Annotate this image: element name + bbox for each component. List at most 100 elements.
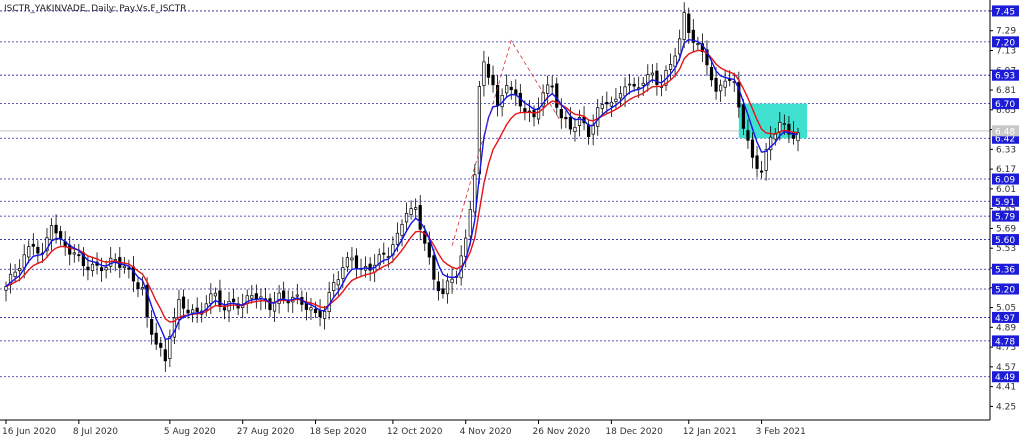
candle (414, 198, 418, 220)
candle-body (450, 278, 454, 284)
candle-body (614, 98, 618, 102)
y-tick-label: 6.81 (996, 86, 1016, 96)
candle (600, 95, 604, 114)
candle-body (623, 86, 627, 97)
candle-body (181, 296, 186, 309)
level-tag: 6.70 (992, 98, 1019, 110)
candle-body (555, 83, 559, 108)
x-tick-label: 12 Oct 2020 (387, 427, 443, 437)
moving-averages (5, 38, 799, 341)
candle-body (272, 302, 277, 312)
ema-slow-line (5, 49, 798, 323)
candle (787, 116, 791, 144)
candle-body (282, 290, 286, 299)
candle-body (159, 342, 163, 348)
level-tag: 5.60 (992, 234, 1019, 246)
level-tag: 6.42 (992, 132, 1019, 145)
level-tag: 5.91 (992, 195, 1019, 208)
candle-body (368, 263, 372, 271)
candle-body (468, 209, 472, 237)
candle-body (345, 257, 349, 268)
candle-body (404, 213, 409, 223)
candle-body (568, 116, 573, 130)
candle (509, 81, 513, 100)
candle-body (719, 84, 723, 92)
candle-body (632, 83, 636, 87)
x-tick-label: 5 Aug 2020 (164, 427, 216, 437)
y-tick-label: 4.25 (996, 402, 1016, 412)
y-tick-label: 5.69 (996, 224, 1016, 234)
candle (213, 287, 217, 307)
candle-body (564, 117, 568, 120)
candle-body (491, 74, 495, 86)
candle-body (650, 72, 654, 76)
candle-body (473, 174, 477, 213)
candle (354, 248, 359, 279)
candle (404, 202, 409, 232)
level-tag-label: 6.09 (995, 176, 1015, 186)
candle-body (427, 242, 431, 258)
candle (627, 74, 632, 95)
x-tick-label: 8 Jul 2020 (73, 427, 118, 437)
candle (72, 244, 76, 263)
candle-body (682, 12, 686, 40)
candle-body (323, 311, 327, 319)
candle (486, 56, 491, 85)
candle-body (618, 93, 623, 99)
candle (136, 277, 140, 298)
candle-body (295, 294, 299, 297)
level-tag-label: 6.93 (995, 72, 1015, 82)
x-tick-label: 18 Dec 2020 (605, 427, 663, 437)
candle-body (769, 136, 773, 151)
y-tick-label: 6.17 (996, 165, 1016, 175)
candle-body (77, 254, 81, 257)
candle-body (377, 254, 381, 266)
candle (181, 289, 186, 319)
candle-body (482, 61, 486, 86)
candle (168, 329, 172, 367)
candle-body (250, 295, 254, 299)
candle-body (150, 318, 154, 335)
candle-body (222, 307, 227, 311)
candle-body (409, 208, 413, 215)
candle-body (750, 139, 755, 158)
candle (177, 289, 181, 330)
candle (755, 146, 759, 178)
candle-body (395, 232, 400, 245)
candle-body (254, 293, 258, 300)
level-tag-label: 7.20 (995, 38, 1015, 48)
y-tick-label: 4.57 (996, 363, 1016, 373)
candle-body (678, 38, 682, 55)
level-tag: 6.09 (992, 173, 1019, 186)
candle-body (696, 43, 700, 46)
candle-body (423, 231, 427, 244)
candle-body (509, 86, 513, 91)
candle-body (714, 77, 718, 92)
candle-body (72, 252, 76, 255)
candle (150, 310, 154, 345)
candle (618, 86, 623, 107)
candle (691, 19, 695, 52)
candle-body (168, 336, 172, 359)
level-tag-bg (992, 195, 1019, 207)
candle (436, 271, 441, 301)
candle (159, 337, 163, 357)
candle (295, 283, 299, 305)
candle-body (31, 243, 35, 247)
candle-body (723, 80, 727, 88)
x-tick-label: 26 Nov 2020 (533, 427, 591, 437)
candle (668, 53, 673, 80)
candle-body (441, 288, 445, 294)
candle-body (104, 267, 108, 271)
level-tag-label: 4.49 (995, 373, 1015, 383)
y-tick-label: 7.29 (996, 27, 1016, 37)
level-tag-bg (992, 283, 1019, 295)
horizontal-levels (0, 10, 990, 378)
candle-body (596, 107, 600, 127)
level-tag-bg (992, 173, 1019, 185)
candle-body (737, 82, 741, 108)
candle (104, 260, 108, 279)
candle-body (755, 155, 759, 169)
candle (250, 285, 254, 304)
chart-symbol-title: ISCTR_YAKINVADE, Daily: Pay.Vs.F_ISCTR (4, 4, 186, 14)
